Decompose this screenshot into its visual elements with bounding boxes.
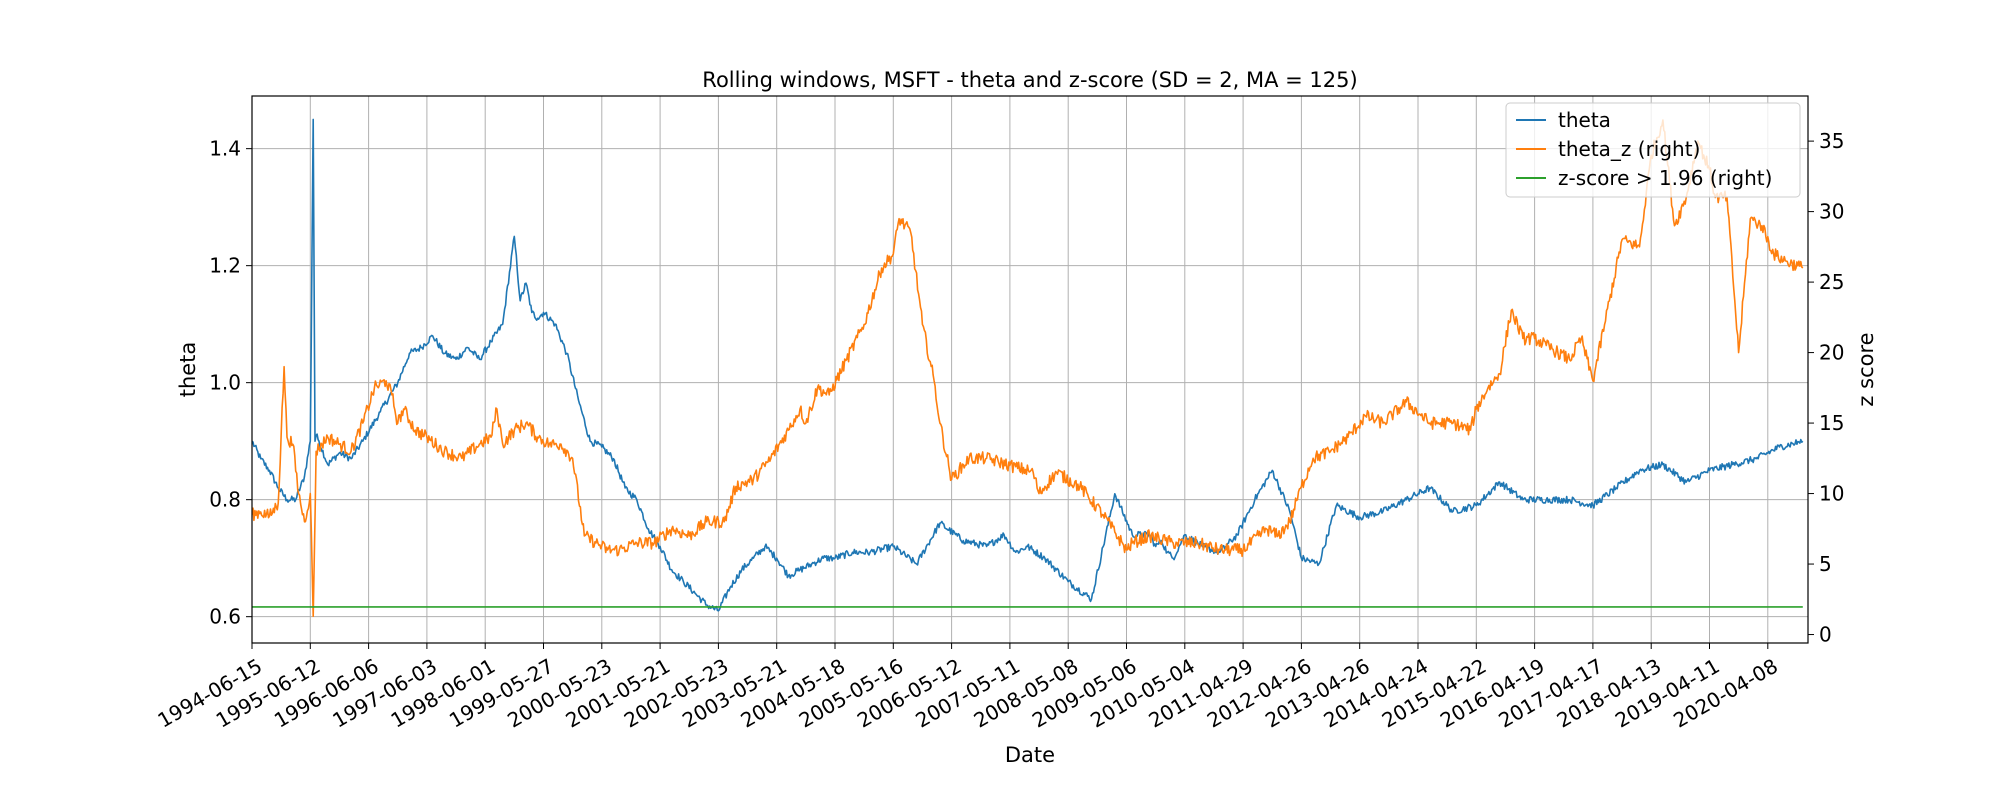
y2-tick-label: 35	[1819, 129, 1844, 153]
plot-frame	[251, 95, 1809, 644]
legend-label: z-score > 1.96 (right)	[1558, 166, 1772, 190]
chart-title: Rolling windows, MSFT - theta and z-scor…	[702, 68, 1357, 92]
y2-tick-label: 20	[1819, 341, 1844, 365]
y-axis-right: 0 5 10 15 20 25 30 35	[1808, 129, 1844, 647]
y2-tick-label: 10	[1819, 482, 1844, 506]
legend: theta theta_z (right) z-score > 1.96 (righ…	[1505, 102, 1801, 198]
y2-tick-label: 30	[1819, 200, 1844, 224]
series-line-theta-z-right	[252, 119, 1804, 617]
legend-box	[1505, 102, 1801, 198]
y-tick-label: 0.6	[209, 605, 241, 629]
y-tick-label: 1.4	[209, 137, 241, 161]
y-axis-left: 0.6 0.8 1.0 1.2 1.4	[209, 137, 252, 629]
y2-axis-label: z score	[1854, 332, 1878, 406]
legend-label: theta_z (right)	[1558, 137, 1700, 161]
x-axis-label: Date	[1005, 743, 1055, 767]
y2-tick-label: 15	[1819, 411, 1844, 435]
y-tick-label: 1.2	[209, 254, 241, 278]
grid	[251, 96, 1808, 643]
y2-tick-label: 25	[1819, 270, 1844, 294]
y-tick-label: 1.0	[209, 371, 241, 395]
y-axis-label: theta	[176, 342, 200, 398]
legend-label: theta	[1558, 108, 1611, 132]
y2-tick-label: 0	[1819, 623, 1832, 647]
series-line-theta	[252, 118, 1804, 612]
y-tick-label: 0.8	[209, 488, 241, 512]
y2-tick-label: 5	[1819, 552, 1832, 576]
plot-lines	[252, 118, 1804, 617]
